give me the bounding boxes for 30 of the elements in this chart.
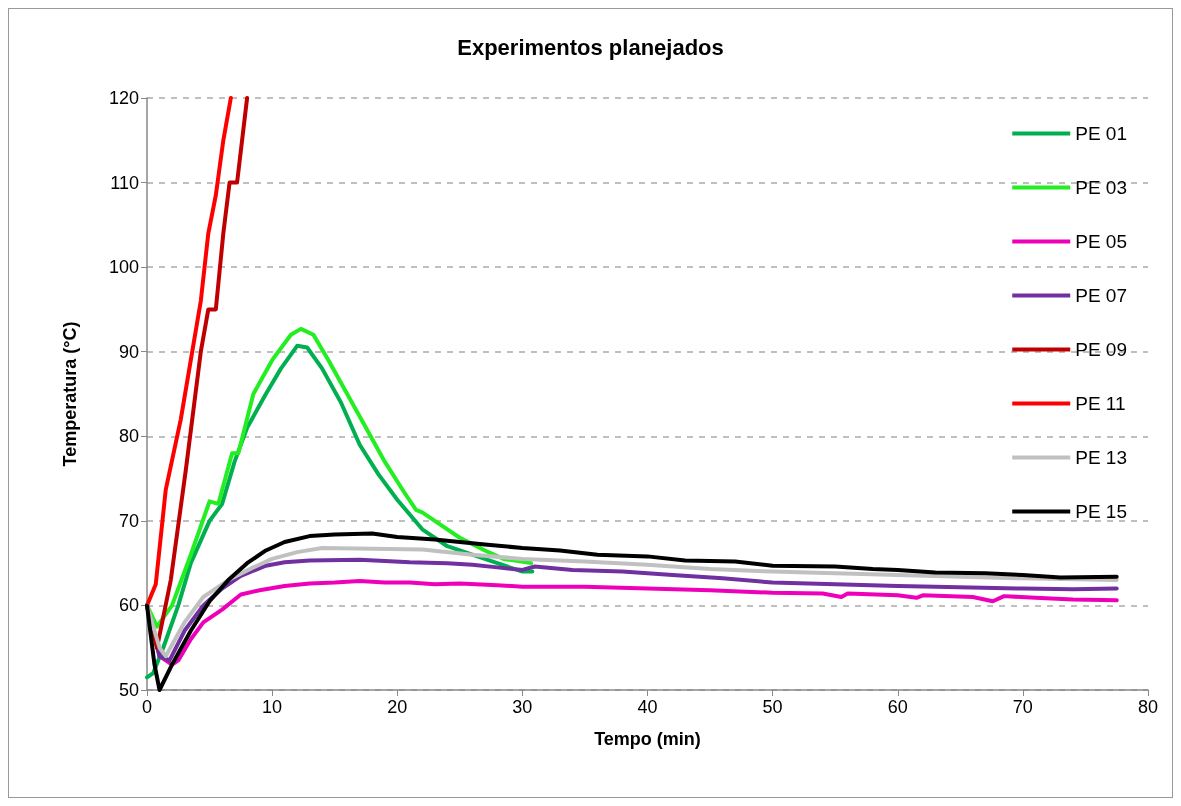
- legend-label: PE 01: [1075, 123, 1128, 144]
- legend-label: PE 07: [1075, 285, 1128, 306]
- x-tick-label: 30: [512, 697, 533, 717]
- y-tick-label: 50: [118, 680, 139, 700]
- x-tick-label: 50: [762, 697, 783, 717]
- y-tick-label: 60: [118, 595, 139, 616]
- x-tick-label: 80: [1137, 697, 1159, 717]
- legend-label: PE 03: [1075, 177, 1128, 198]
- y-tick-label: 120: [108, 88, 139, 108]
- y-tick-label: 80: [118, 426, 139, 447]
- legend-label: PE 09: [1075, 339, 1128, 360]
- legend-label: PE 13: [1075, 447, 1128, 468]
- x-tick-label: 20: [387, 697, 408, 717]
- legend-label: PE 05: [1075, 231, 1128, 252]
- chart-title: Experimentos planejados: [457, 34, 724, 60]
- y-tick-label: 100: [108, 257, 139, 278]
- y-tick-label: 90: [118, 341, 139, 362]
- x-tick-label: 70: [1012, 697, 1033, 717]
- x-tick-label: 10: [262, 697, 283, 717]
- x-tick-label: 60: [887, 697, 908, 717]
- y-axis-title: Temperatura (°C): [60, 321, 80, 467]
- x-tick-label: 40: [637, 697, 658, 717]
- line-series: [145, 96, 233, 608]
- y-tick-label: 70: [118, 510, 139, 531]
- x-tick-label: 0: [141, 697, 153, 717]
- line-series: [145, 531, 1119, 692]
- x-axis-title: Tempo (min): [594, 729, 701, 749]
- legend-label: PE 11: [1075, 393, 1126, 414]
- y-tick-label: 110: [110, 172, 139, 193]
- legend-label: PE 15: [1075, 501, 1128, 522]
